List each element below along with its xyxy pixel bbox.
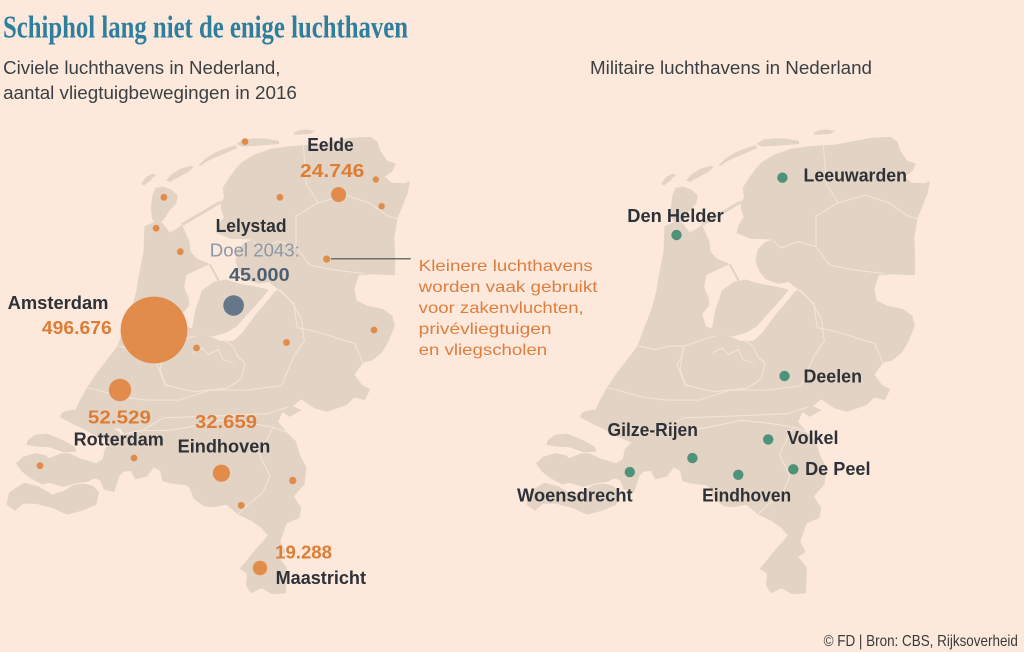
svg-text:Civiele luchthavens in Nederla: Civiele luchthavens in Nederland, (3, 57, 280, 78)
svg-text:Deelen: Deelen (804, 366, 863, 387)
svg-text:45.000: 45.000 (229, 264, 290, 285)
svg-text:© FD | Bron: CBS, Rijksoverhei: © FD | Bron: CBS, Rijksoverheid (824, 633, 1018, 650)
svg-text:aantal vliegtuigbewegingen in: aantal vliegtuigbewegingen in 2016 (3, 82, 297, 103)
svg-text:Amsterdam: Amsterdam (8, 292, 109, 313)
svg-text:19.288: 19.288 (275, 541, 332, 562)
svg-text:Leeuwarden: Leeuwarden (804, 165, 908, 186)
svg-text:Eelde: Eelde (307, 134, 353, 155)
svg-text:Maastricht: Maastricht (276, 567, 366, 588)
svg-text:privévliegtuigen: privévliegtuigen (419, 321, 552, 338)
svg-text:voor zakenvluchten,: voor zakenvluchten, (419, 300, 584, 317)
svg-text:496.676: 496.676 (42, 317, 112, 338)
svg-text:Kleinere luchthavens: Kleinere luchthavens (419, 258, 593, 275)
svg-text:Den Helder: Den Helder (627, 205, 723, 226)
svg-text:Rotterdam: Rotterdam (74, 429, 164, 450)
svg-text:52.529: 52.529 (88, 406, 151, 427)
svg-text:Doel 2043:: Doel 2043: (210, 239, 300, 260)
svg-text:en vliegscholen: en vliegscholen (419, 342, 547, 359)
svg-text:worden vaak gebruikt: worden vaak gebruikt (418, 279, 599, 296)
svg-text:Eindhoven: Eindhoven (702, 484, 791, 505)
svg-text:Eindhoven: Eindhoven (178, 436, 271, 457)
svg-text:De Peel: De Peel (805, 458, 870, 479)
svg-text:Schiphol lang niet de enige lu: Schiphol lang niet de enige luchthaven (3, 10, 408, 45)
svg-text:Volkel: Volkel (787, 427, 839, 448)
svg-text:Woensdrecht: Woensdrecht (517, 484, 633, 505)
svg-text:Lelystad: Lelystad (216, 215, 287, 236)
svg-text:Gilze-Rijen: Gilze-Rijen (608, 419, 699, 440)
svg-text:Militaire luchthavens in Neder: Militaire luchthavens in Nederland (590, 57, 872, 78)
svg-text:32.659: 32.659 (195, 411, 257, 432)
svg-text:24.746: 24.746 (300, 160, 364, 181)
